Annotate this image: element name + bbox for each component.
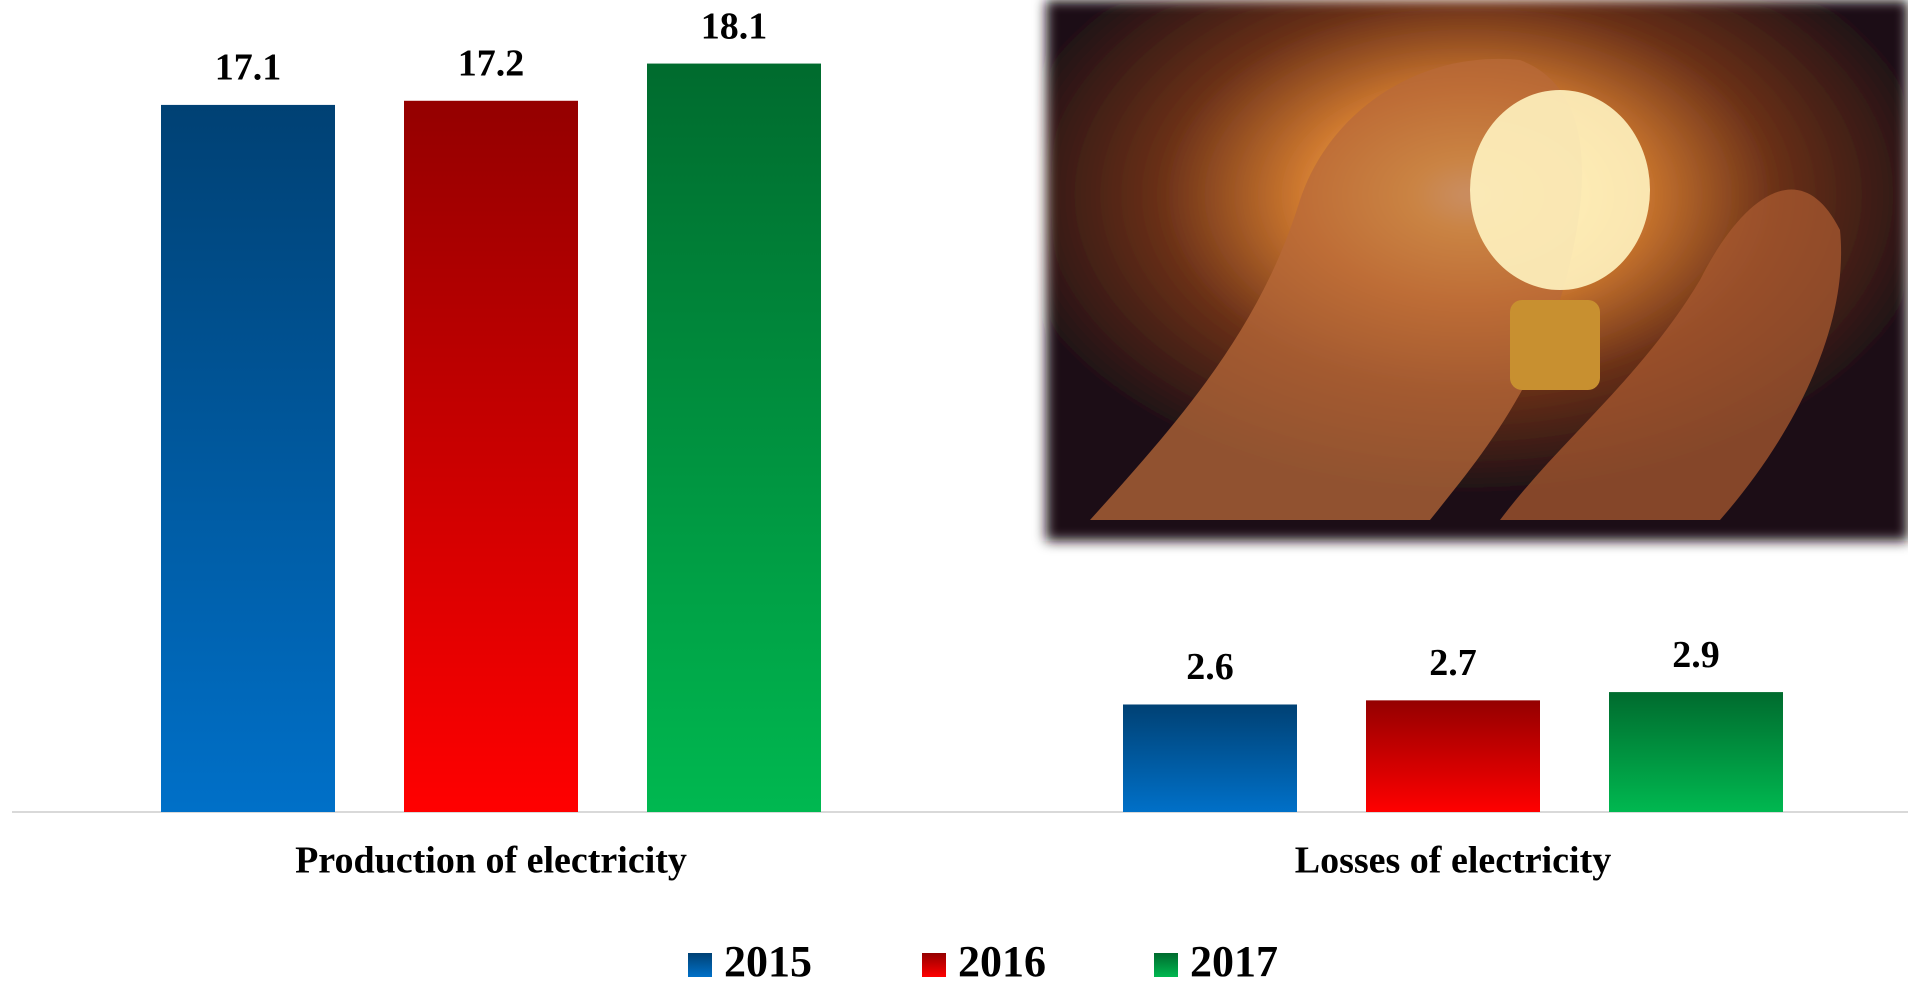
legend-label: 2017 (1190, 937, 1278, 984)
legend-label: 2016 (958, 937, 1046, 984)
legend-label: 2015 (724, 937, 812, 984)
bar (1609, 692, 1783, 812)
bar (1123, 704, 1297, 812)
bar (647, 63, 821, 812)
bar (1366, 700, 1540, 812)
value-label: 2.7 (1429, 642, 1477, 684)
legend-swatch (1154, 953, 1178, 977)
legend-swatch (922, 953, 946, 977)
bar (161, 104, 335, 813)
value-label: 2.6 (1186, 646, 1234, 688)
legend-swatch (688, 953, 712, 977)
bar (404, 100, 578, 812)
value-label: 2.9 (1672, 634, 1720, 676)
value-label: 17.2 (458, 42, 525, 84)
photo (1046, 0, 1908, 541)
x-tick-label: Losses of electricity (1295, 840, 1612, 882)
value-label: 17.1 (215, 47, 282, 89)
x-tick-label: Production of electricity (295, 840, 687, 882)
value-label: 18.1 (701, 5, 768, 47)
